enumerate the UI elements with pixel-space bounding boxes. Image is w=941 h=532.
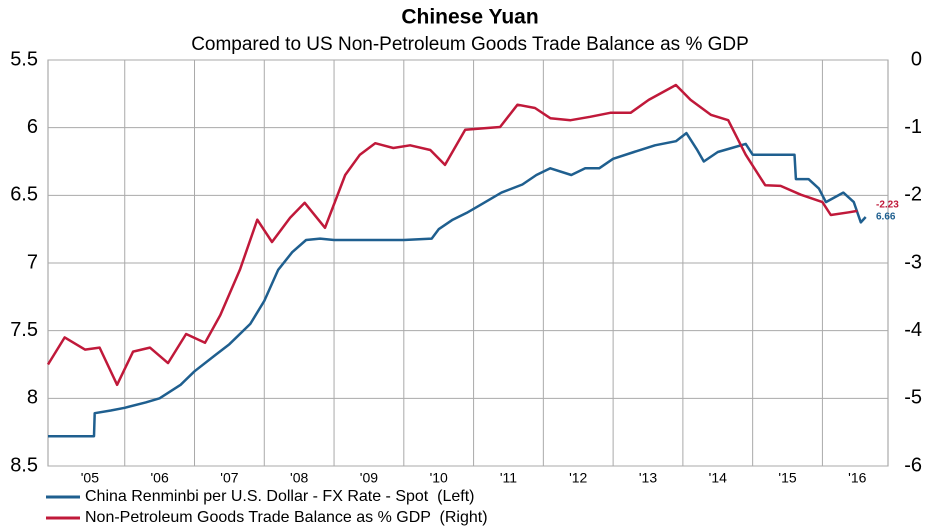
chart-title: Chinese Yuan	[401, 6, 538, 29]
x-tick-label: '08	[290, 470, 308, 486]
y2-tick-label: -4	[904, 319, 922, 341]
end-value-label: 6.66	[876, 212, 896, 223]
y-tick-label: 8	[27, 387, 38, 409]
x-tick-label: '15	[778, 470, 796, 486]
y-tick-label: 7	[27, 251, 38, 273]
x-tick-label: '16	[848, 470, 866, 486]
y2-tick-label: -1	[904, 116, 922, 138]
x-tick-label: '11	[500, 470, 517, 486]
x-tick-label: '09	[360, 470, 378, 486]
y-tick-label: 8.5	[10, 454, 38, 476]
legend-label: China Renminbi per U.S. Dollar - FX Rate…	[85, 488, 474, 505]
x-tick-label: '06	[151, 470, 169, 486]
x-tick-label: '10	[430, 470, 448, 486]
legend-label: Non-Petroleum Goods Trade Balance as % G…	[85, 509, 488, 526]
x-tick-label: '12	[569, 470, 587, 486]
y-tick-label: 6.5	[10, 184, 38, 206]
y-tick-label: 6	[27, 116, 38, 138]
x-tick-label: '13	[639, 470, 657, 486]
x-tick-label: '07	[220, 470, 238, 486]
end-value-label: -2.23	[876, 200, 899, 211]
x-tick-label: '14	[709, 470, 727, 486]
y2-tick-label: -3	[904, 251, 922, 273]
y-tick-label: 7.5	[10, 319, 38, 341]
y2-tick-label: -2	[904, 184, 922, 206]
y2-tick-label: 0	[911, 48, 922, 70]
y2-tick-label: -5	[904, 387, 922, 409]
y-tick-label: 5.5	[10, 48, 38, 70]
series-line	[48, 131, 867, 438]
chart-subtitle: Compared to US Non-Petroleum Goods Trade…	[191, 34, 749, 55]
y2-tick-label: -6	[904, 454, 922, 476]
x-tick-label: '05	[81, 470, 99, 486]
series-line	[46, 83, 858, 387]
